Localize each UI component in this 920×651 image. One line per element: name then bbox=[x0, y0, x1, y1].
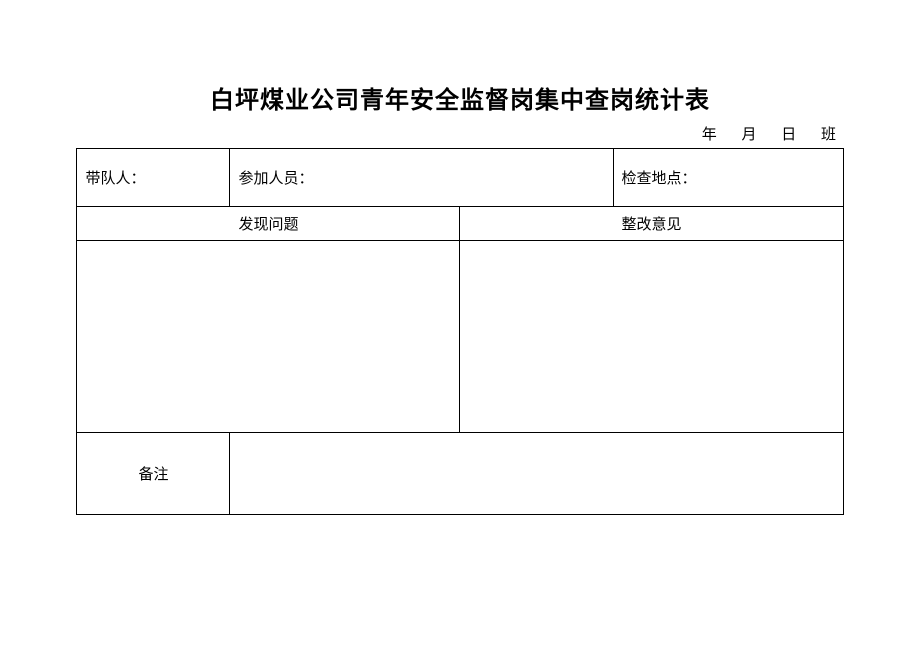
table-row-headers: 发现问题 整改意见 bbox=[77, 207, 843, 241]
month-label: 月 bbox=[741, 123, 757, 144]
note-content-cell bbox=[230, 433, 843, 515]
participants-cell: 参加人员： bbox=[230, 149, 613, 207]
document-page: 白坪煤业公司青年安全监督岗集中查岗统计表 年 月 日 班 带队人： 参加人员： … bbox=[0, 0, 920, 651]
table-row-note: 备注 bbox=[77, 433, 843, 515]
inspection-form-table: 带队人： 参加人员： 检查地点： 发现问题 整改意见 备注 bbox=[76, 148, 843, 515]
corrections-cell bbox=[460, 241, 843, 433]
year-label: 年 bbox=[702, 123, 718, 144]
shift-label: 班 bbox=[821, 123, 837, 144]
table-row-content bbox=[77, 241, 843, 433]
problems-header: 发现问题 bbox=[77, 207, 460, 241]
day-label: 日 bbox=[781, 123, 797, 144]
problems-cell bbox=[77, 241, 460, 433]
page-title: 白坪煤业公司青年安全监督岗集中查岗统计表 bbox=[0, 80, 920, 115]
corrections-header: 整改意见 bbox=[460, 207, 843, 241]
leader-cell: 带队人： bbox=[77, 149, 230, 207]
note-label-cell: 备注 bbox=[77, 433, 230, 515]
location-cell: 检查地点： bbox=[613, 149, 843, 207]
date-line: 年 月 日 班 bbox=[77, 123, 843, 144]
table-row-info: 带队人： 参加人员： 检查地点： bbox=[77, 149, 843, 207]
